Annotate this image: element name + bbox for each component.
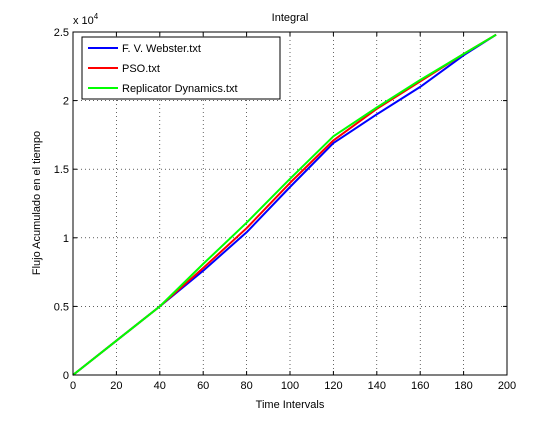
- x-axis-label: Time Intervals: [256, 399, 325, 411]
- y-tick-label: 0: [63, 370, 69, 382]
- x-tick-label: 160: [411, 380, 429, 392]
- x-tick-label: 80: [240, 380, 252, 392]
- y-axis-multiplier: x 104: [73, 12, 99, 27]
- legend-label-1: F. V. Webster.txt: [122, 43, 201, 55]
- series-lines: [72, 33, 497, 376]
- y-tick-label: 2: [63, 96, 69, 108]
- x-tick-label: 60: [197, 380, 209, 392]
- legend: F. V. Webster.txt PSO.txt Replicator Dynam…: [81, 36, 281, 100]
- y-tick-label: 0.5: [54, 301, 69, 313]
- x-tick-label: 180: [454, 380, 472, 392]
- x-tick-labels: 0 20 40 60 80 100 120 140 160 180 200: [70, 380, 516, 392]
- y-axis-label: Flujo Acumulado en el tiempo: [31, 131, 43, 275]
- axis-ticks: [72, 31, 508, 376]
- y-tick-labels: 0 0.5 1 1.5 2 2.5: [54, 27, 69, 382]
- grid: [73, 32, 507, 375]
- x-tick-label: 20: [110, 380, 122, 392]
- x-tick-label: 100: [281, 380, 299, 392]
- x-tick-label: 140: [368, 380, 386, 392]
- y-tick-label: 2.5: [54, 27, 69, 39]
- x-tick-label: 0: [70, 380, 76, 392]
- x-tick-label: 200: [498, 380, 516, 392]
- series-line-3: [72, 33, 497, 376]
- y-tick-label: 1: [63, 233, 69, 245]
- legend-label-3: Replicator Dynamics.txt: [122, 83, 238, 95]
- legend-label-2: PSO.txt: [122, 63, 160, 75]
- x-tick-label: 40: [154, 380, 166, 392]
- chart-title: Integral: [272, 12, 309, 24]
- x-tick-label: 120: [324, 380, 342, 392]
- y-tick-label: 1.5: [54, 164, 69, 176]
